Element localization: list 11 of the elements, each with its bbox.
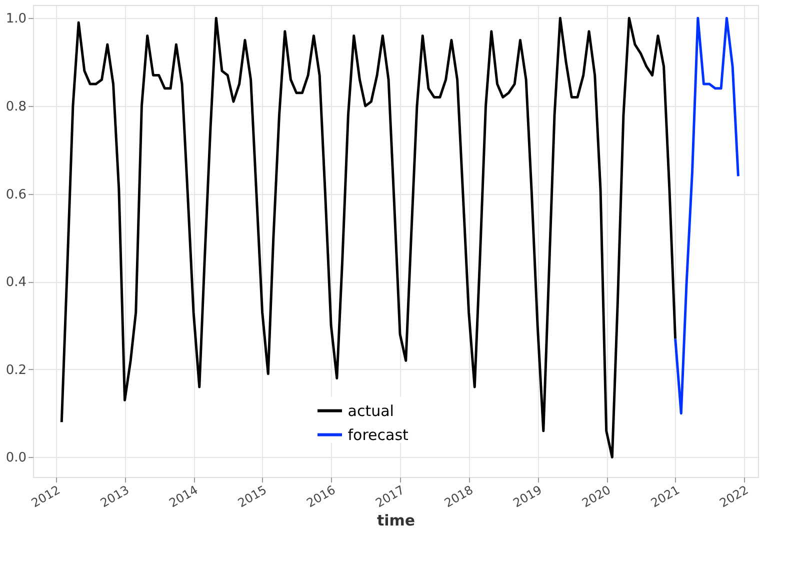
y-tick-label: 0.6: [6, 187, 26, 202]
legend-label: forecast: [348, 426, 409, 444]
y-tick-label: 0.0: [6, 450, 26, 466]
y-tick-label: 0.2: [6, 362, 26, 378]
line-series: [674, 16, 740, 415]
legend-label: actual: [348, 402, 394, 420]
y-tick-label: 1.0: [6, 12, 26, 27]
y-tick-label: 0.4: [6, 275, 26, 290]
line-series: [60, 16, 677, 458]
x-axis-title: time: [376, 511, 416, 530]
y-tick-label: 0.8: [6, 99, 26, 114]
